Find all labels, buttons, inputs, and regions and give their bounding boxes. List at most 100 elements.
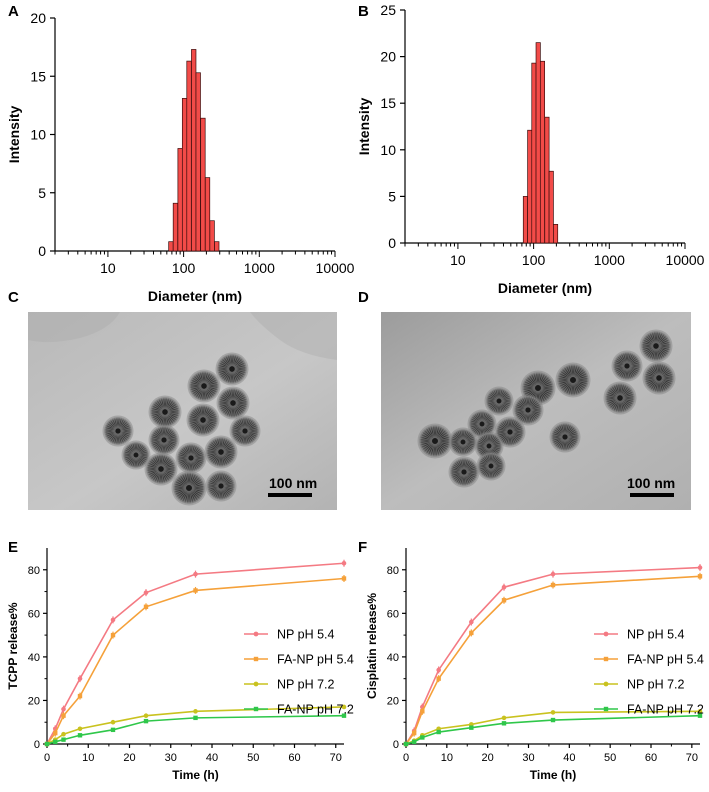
x-tick-label: 1000 <box>594 252 625 268</box>
mesoporous-particle <box>144 452 178 486</box>
series-point-1 <box>697 565 703 570</box>
particle-texture <box>217 354 247 384</box>
x-tick-label: 60 <box>288 752 300 764</box>
panel-label-c: C <box>8 289 19 306</box>
chart-e-tcpp-release: 0 20 40 60 80 0 10 20 30 40 50 60 70 NP pH 5.4 FA-NP p… <box>6 548 354 782</box>
series-point-2 <box>341 576 347 581</box>
particle-core <box>488 463 494 469</box>
mesoporous-particle <box>204 435 238 469</box>
series-point-3 <box>143 713 149 718</box>
x-tick-label: 70 <box>330 752 342 764</box>
x-tick-label: 10 <box>82 752 94 764</box>
histogram-bar <box>195 72 201 252</box>
series-line-1 <box>405 566 701 745</box>
particle-core <box>133 452 139 458</box>
legend-swatch-marker <box>603 631 609 637</box>
legend-entry-3: NP pH 7.2 <box>627 678 684 692</box>
series-point-3 <box>61 731 66 737</box>
histogram-bar <box>177 148 183 252</box>
series-point-2 <box>436 676 441 681</box>
x-tick-label: 10 <box>450 252 466 268</box>
particle-texture <box>419 425 451 457</box>
y-tick-label: 60 <box>28 608 40 620</box>
x-tick-label: 0 <box>44 752 50 764</box>
series-point-4 <box>411 739 417 745</box>
series-point-2 <box>550 582 556 588</box>
histogram-bar <box>168 241 174 252</box>
x-axis-title: Time (h) <box>172 768 218 782</box>
series-point-4 <box>193 715 198 721</box>
legend-swatch-marker <box>253 706 259 712</box>
x-tick-label: 10 <box>441 752 453 764</box>
y-tick-label: 20 <box>28 695 40 707</box>
y-axis-title: TCPP release% <box>6 602 20 689</box>
x-axis-title: Diameter (nm) <box>148 288 242 304</box>
mesoporous-particle <box>148 424 180 456</box>
particle-core <box>115 428 121 434</box>
mesoporous-particle <box>467 409 497 439</box>
x-tick-label: 100 <box>522 252 546 268</box>
particle-core <box>242 428 248 434</box>
series-point-1 <box>501 584 507 590</box>
y-axis-title: Intensity <box>356 98 372 156</box>
particle-core <box>486 443 492 449</box>
histogram-bar <box>172 202 179 252</box>
y-tick-label: 5 <box>38 185 46 201</box>
legend-swatch-marker <box>253 631 259 637</box>
mesoporous-particle <box>229 415 261 447</box>
mesoporous-particle <box>148 395 182 429</box>
mesoporous-particle <box>175 442 207 474</box>
particle-texture <box>177 444 205 472</box>
series-point-4 <box>44 741 50 747</box>
series-point-2 <box>53 730 58 736</box>
mesoporous-particle <box>639 329 673 363</box>
particle-texture <box>150 426 178 454</box>
x-tick-label: 10000 <box>316 260 355 276</box>
particle-core <box>617 395 623 401</box>
series-point-3 <box>77 726 83 732</box>
series-point-4 <box>436 729 441 735</box>
particle-core <box>201 383 207 389</box>
series-point-1 <box>143 590 149 595</box>
series-point-3 <box>501 715 507 721</box>
series-point-4 <box>403 741 409 747</box>
particle-texture <box>469 411 495 437</box>
series-point-3 <box>341 704 347 710</box>
histogram-bar <box>553 224 559 244</box>
particle-texture <box>644 363 674 393</box>
mesoporous-particle <box>476 451 506 481</box>
particle-core <box>162 409 168 415</box>
y-tick-label: 20 <box>380 49 396 65</box>
panel-label-b: B <box>358 3 369 20</box>
particle-core <box>186 485 192 491</box>
series-point-4 <box>420 735 425 740</box>
particle-core <box>507 429 513 435</box>
y-tick-label: 0 <box>393 739 399 751</box>
particle-texture <box>551 423 579 451</box>
series-point-2 <box>110 632 116 638</box>
mesoporous-particle <box>417 423 453 459</box>
y-tick-label: 80 <box>387 565 399 577</box>
x-tick-label: 30 <box>165 752 177 764</box>
mesoporous-particle <box>549 421 581 453</box>
particle-texture <box>207 472 235 500</box>
particle-core <box>218 449 224 455</box>
series-point-3 <box>697 709 703 714</box>
y-tick-label: 0 <box>38 243 46 259</box>
particle-core <box>161 437 167 443</box>
series-point-2 <box>469 630 474 636</box>
chart-f-cisplatin-release: 0 20 40 60 80 0 10 20 30 40 50 60 70 NP pH 5.4 FA-NP p… <box>365 548 704 782</box>
particle-texture <box>150 397 180 427</box>
particle-texture <box>146 454 176 484</box>
mesoporous-particle <box>512 394 544 426</box>
mesoporous-particle <box>205 470 237 502</box>
series-point-3 <box>550 710 556 715</box>
series-point-4 <box>501 721 507 726</box>
particle-texture <box>173 472 205 504</box>
x-tick-label: 50 <box>604 752 616 764</box>
particle-core <box>525 407 531 413</box>
mesoporous-particle <box>216 386 250 420</box>
x-tick-label: 1000 <box>244 260 275 276</box>
legend-entry-4: FA-NP pH 7.2 <box>627 703 704 717</box>
